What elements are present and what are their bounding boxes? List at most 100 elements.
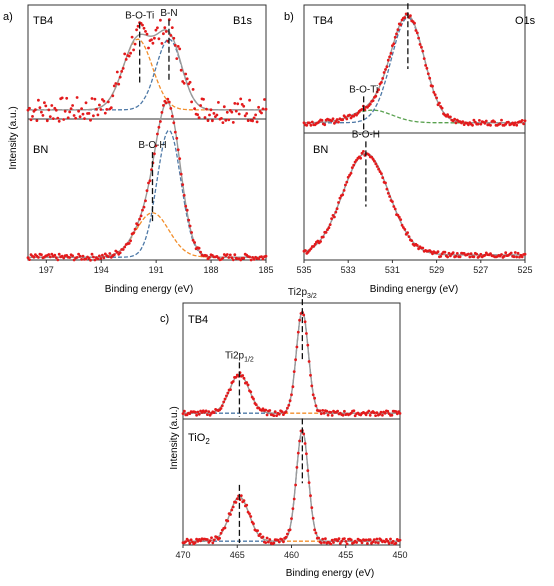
data-point [438,101,441,105]
data-point [84,257,88,261]
data-point [342,189,346,192]
data-point [127,54,131,58]
data-point [331,117,335,121]
data-point [471,123,474,127]
data-point [356,111,360,115]
data-point [115,250,119,254]
data-point [515,255,519,259]
data-point [129,51,133,55]
data-point [349,411,353,415]
data-point [163,26,167,30]
data-point [484,119,488,123]
data-point [236,102,240,106]
data-point [374,94,378,98]
data-point [310,120,314,124]
panel-label-c: c) [160,313,169,325]
data-point [260,255,263,259]
x-tick-label: 185 [258,265,273,275]
data-point [230,110,234,114]
data-point [184,204,188,208]
data-point [311,393,315,397]
data-point [443,250,447,254]
data-point [522,122,525,126]
data-point [446,113,449,117]
data-point [294,358,297,362]
data-point [379,410,383,414]
data-point [219,531,223,535]
data-point [225,253,229,256]
data-point [340,539,344,543]
data-point [77,252,80,256]
data-point [133,42,137,46]
data-point [374,541,377,544]
data-point [332,541,335,544]
data-point [254,403,258,407]
panel-c-ylabel: Intensity (a.u.) [169,406,180,469]
data-point [346,175,350,179]
data-point [286,406,289,410]
data-point [396,213,400,217]
data-point [197,412,201,416]
data-point [261,257,265,261]
data-point [392,42,396,46]
data-point [498,122,502,126]
data-point [367,409,371,413]
data-point [382,71,386,74]
data-point [53,253,57,257]
data-point [319,240,322,243]
data-point [123,52,127,56]
data-point [372,411,376,415]
fit-envelope [183,428,400,542]
data-point [181,183,185,187]
data-point [298,439,301,443]
data-point [273,410,277,414]
data-point [268,538,272,541]
data-point [272,541,276,545]
data-point [383,411,387,415]
data-point [493,120,496,124]
data-point [261,535,265,539]
data-point [215,113,219,117]
data-point [373,159,376,163]
data-point [468,255,472,259]
data-point [386,409,390,413]
fit-envelope [303,152,525,256]
data-point [51,117,55,120]
data-point [199,539,203,543]
data-point [225,110,229,114]
data-point [277,412,281,416]
data-point [226,519,230,523]
data-point [240,103,244,106]
data-point [187,218,191,222]
component-peak [183,309,400,414]
data-point [322,541,326,544]
data-point [384,181,387,185]
data-point [261,107,265,111]
data-point [193,241,197,244]
data-point [190,231,194,234]
data-point [138,217,142,221]
data-point [292,497,296,501]
data-point [381,77,385,80]
data-point [40,253,43,257]
data-point [187,539,190,542]
data-point [157,125,161,129]
data-point [375,411,379,414]
data-point [157,37,161,41]
data-point [417,247,420,251]
chart-2: 535 533 531 529 527 525 Ti-O-Ti B-O-Ti B-O-H [296,0,532,275]
data-point [258,532,262,536]
data-point [68,110,72,114]
data-point [381,176,385,180]
data-point [156,132,159,136]
data-point [415,31,419,35]
data-point [309,123,313,127]
x-tick-label: 525 [517,265,532,275]
data-point [312,245,316,248]
data-point [483,121,487,125]
data-point [478,119,481,122]
fit-envelope [28,29,266,111]
data-point [239,494,243,497]
data-point [136,223,140,227]
